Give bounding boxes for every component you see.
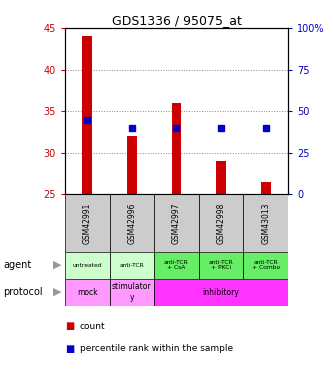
Text: GSM42998: GSM42998 bbox=[216, 202, 226, 244]
Text: stimulator
y: stimulator y bbox=[112, 282, 152, 302]
Bar bbox=[243, 194, 288, 252]
Bar bbox=[154, 194, 199, 252]
Bar bbox=[65, 252, 110, 279]
Text: anti-TCR
+ PKCi: anti-TCR + PKCi bbox=[209, 260, 233, 270]
Text: protocol: protocol bbox=[3, 287, 43, 297]
Text: GSM42997: GSM42997 bbox=[172, 202, 181, 244]
Bar bbox=[127, 136, 137, 194]
Text: untreated: untreated bbox=[73, 262, 102, 268]
Bar bbox=[82, 36, 92, 194]
Bar bbox=[110, 252, 154, 279]
Text: ■: ■ bbox=[65, 344, 74, 354]
Text: ▶: ▶ bbox=[53, 260, 62, 270]
Bar bbox=[110, 279, 154, 306]
Bar bbox=[65, 194, 110, 252]
Text: ■: ■ bbox=[65, 321, 74, 331]
Bar bbox=[261, 182, 271, 194]
Bar bbox=[110, 194, 154, 252]
Text: inhibitory: inhibitory bbox=[203, 288, 239, 297]
Bar bbox=[199, 194, 243, 252]
Title: GDS1336 / 95075_at: GDS1336 / 95075_at bbox=[112, 14, 241, 27]
Bar bbox=[65, 279, 110, 306]
Text: anti-TCR: anti-TCR bbox=[120, 262, 144, 268]
Text: agent: agent bbox=[3, 260, 32, 270]
Bar bbox=[154, 279, 288, 306]
Bar bbox=[216, 161, 226, 194]
Bar bbox=[199, 252, 243, 279]
Text: anti-TCR
+ Combo: anti-TCR + Combo bbox=[252, 260, 280, 270]
Text: GSM42991: GSM42991 bbox=[83, 202, 92, 244]
Bar bbox=[154, 252, 199, 279]
Text: percentile rank within the sample: percentile rank within the sample bbox=[80, 344, 233, 353]
Bar bbox=[171, 103, 181, 194]
Text: mock: mock bbox=[77, 288, 98, 297]
Text: GSM43013: GSM43013 bbox=[261, 202, 270, 244]
Text: GSM42996: GSM42996 bbox=[127, 202, 137, 244]
Text: count: count bbox=[80, 322, 106, 331]
Bar bbox=[243, 252, 288, 279]
Text: anti-TCR
+ CsA: anti-TCR + CsA bbox=[164, 260, 189, 270]
Text: ▶: ▶ bbox=[53, 287, 62, 297]
